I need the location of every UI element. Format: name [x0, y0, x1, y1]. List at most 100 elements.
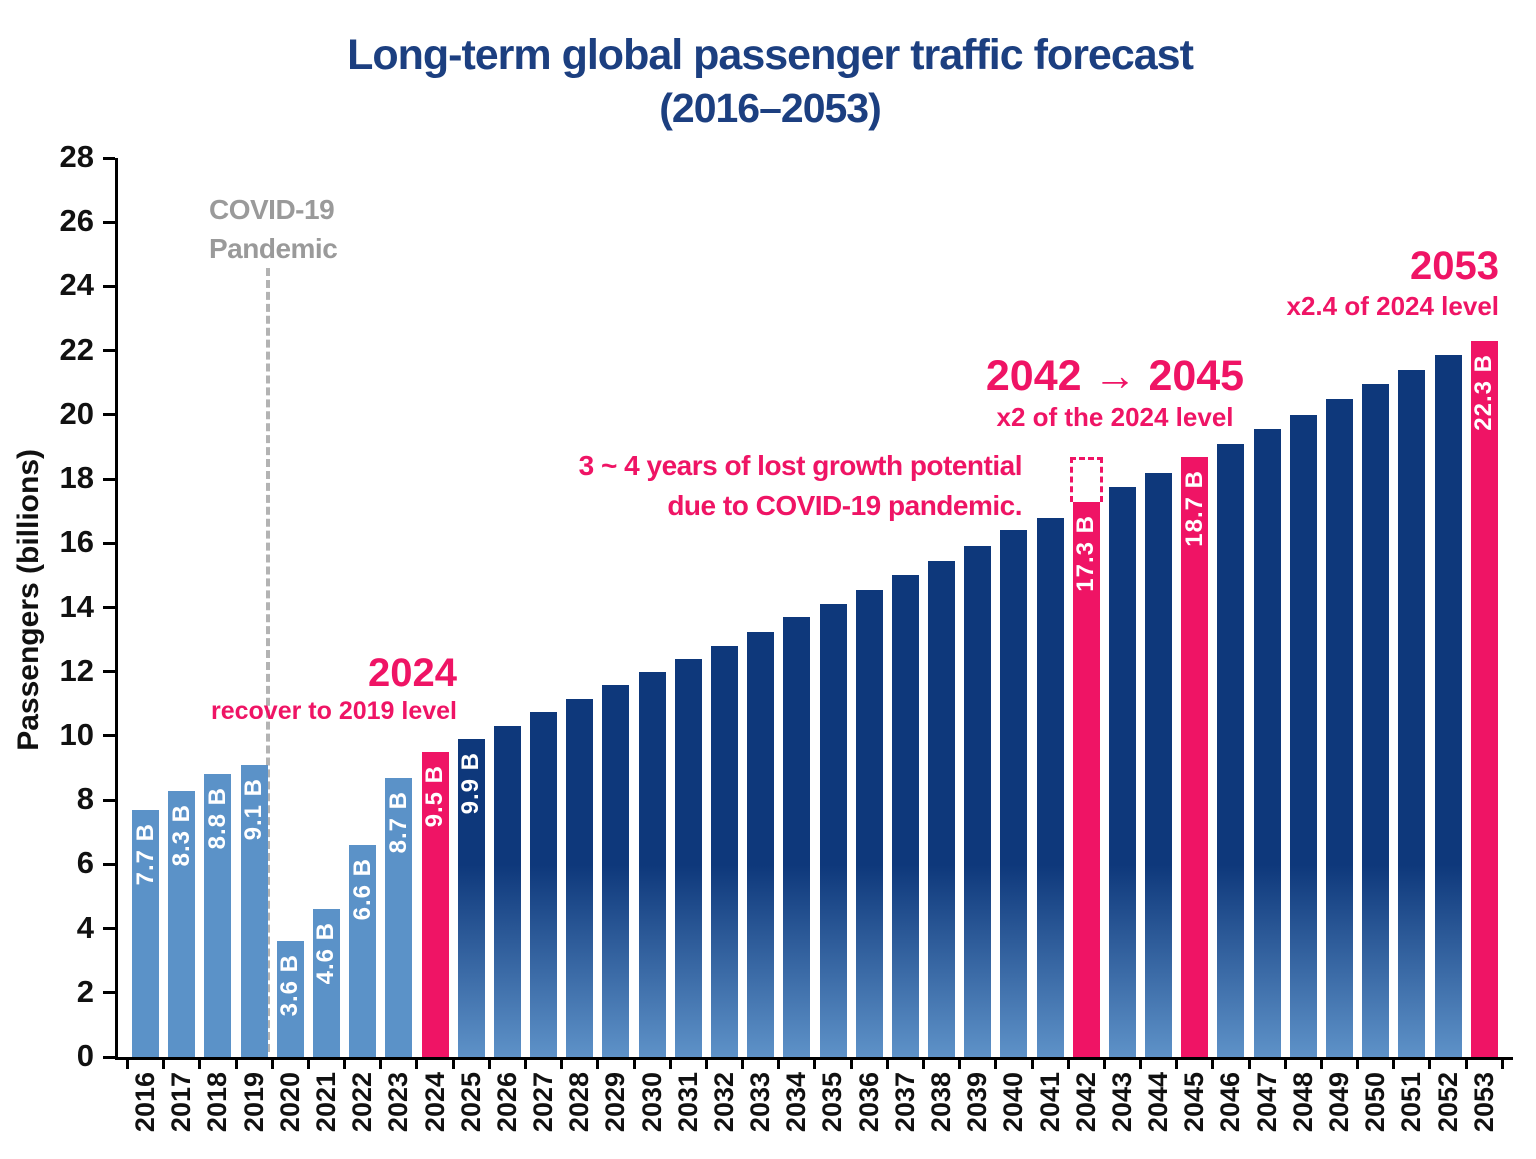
y-tick-label-18: 18	[59, 460, 94, 496]
recovery-annotation: 2024 recover to 2019 level	[211, 651, 457, 727]
x-tick	[1319, 1060, 1323, 1069]
x-tick-label-2025: 2025	[453, 1072, 489, 1159]
bar-value-text-2025: 9.9 B	[457, 752, 485, 815]
x-tick-label-2026: 2026	[489, 1072, 525, 1159]
x-tick-text-2047: 2047	[1251, 1072, 1282, 1133]
bar-2052	[1434, 355, 1462, 1057]
x-tick-text-2043: 2043	[1106, 1072, 1137, 1133]
y-tick	[103, 798, 115, 802]
bar-value-text-2020: 3.6 B	[276, 954, 304, 1017]
bar-2019	[240, 764, 268, 1057]
bar-2053	[1470, 341, 1498, 1057]
x-tick-label-2028: 2028	[562, 1072, 598, 1159]
x-tick	[1500, 1060, 1504, 1069]
x-tick-label-2041: 2041	[1032, 1072, 1068, 1159]
x-tick	[162, 1060, 166, 1069]
x-tick-text-2044: 2044	[1143, 1072, 1174, 1133]
x-tick-label-2037: 2037	[887, 1072, 923, 1159]
final-level-sub: x2.4 of 2024 level	[1286, 291, 1499, 321]
x-tick	[523, 1060, 527, 1069]
bar-2039	[964, 546, 992, 1057]
bar-value-label-2053: 22.3 B	[1470, 354, 1498, 534]
x-tick-label-2035: 2035	[815, 1072, 851, 1159]
x-tick-label-2043: 2043	[1104, 1072, 1140, 1159]
x-tick-text-2021: 2021	[310, 1072, 341, 1133]
lost-growth-line2: due to COVID-19 pandemic.	[667, 490, 1022, 521]
bar-2020	[276, 941, 304, 1057]
bar-2029	[602, 684, 630, 1057]
bar-2033	[747, 631, 775, 1057]
x-tick-text-2035: 2035	[817, 1072, 848, 1133]
y-tick-label-12: 12	[59, 652, 94, 688]
bar-2031	[674, 658, 702, 1057]
bar-2043	[1108, 487, 1136, 1057]
x-tick-text-2029: 2029	[600, 1072, 631, 1133]
x-tick	[777, 1060, 781, 1069]
x-tick-text-2041: 2041	[1034, 1072, 1065, 1133]
bar-2046	[1217, 443, 1245, 1057]
x-tick	[487, 1060, 491, 1069]
covid-dashed-line	[266, 268, 270, 1052]
bar-2038	[928, 560, 956, 1057]
lost-growth-annotation: 3 ~ 4 years of lost growth potential due…	[579, 446, 1023, 526]
x-tick-label-2039: 2039	[960, 1072, 996, 1159]
bar-value-label-2022: 6.6 B	[349, 858, 376, 1038]
x-tick	[1102, 1060, 1106, 1069]
x-tick-text-2017: 2017	[166, 1072, 197, 1133]
bar-2051	[1398, 369, 1426, 1057]
double-level-sub: x2 of the 2024 level	[996, 402, 1234, 432]
bar-2048	[1289, 414, 1317, 1057]
x-tick-text-2026: 2026	[491, 1072, 522, 1133]
bar-value-label-2019: 9.1 B	[240, 778, 268, 958]
y-tick-label-4: 4	[76, 909, 94, 945]
x-tick-label-2032: 2032	[706, 1072, 742, 1159]
x-tick-text-2049: 2049	[1324, 1072, 1355, 1133]
recovery-annotation-heading: 2024	[368, 651, 457, 695]
x-tick-label-2031: 2031	[670, 1072, 706, 1159]
bar-value-label-2042: 17.3 B	[1072, 515, 1100, 695]
x-tick	[560, 1060, 564, 1069]
y-tick	[103, 606, 115, 609]
x-tick-label-2042: 2042	[1068, 1072, 1104, 1159]
x-tick-text-2048: 2048	[1287, 1072, 1318, 1133]
y-tick	[103, 1055, 115, 1059]
bar-value-label-2023: 8.7 B	[385, 791, 412, 971]
bar-2032	[710, 646, 738, 1057]
x-tick-label-2048: 2048	[1285, 1072, 1321, 1159]
x-tick-text-2053: 2053	[1468, 1072, 1499, 1133]
x-tick	[668, 1060, 672, 1069]
x-tick-label-2033: 2033	[743, 1072, 779, 1159]
x-tick	[1175, 1060, 1179, 1069]
x-tick	[415, 1060, 419, 1069]
x-tick-label-2050: 2050	[1358, 1072, 1394, 1159]
x-tick-text-2039: 2039	[962, 1072, 993, 1133]
bar-2050	[1362, 384, 1390, 1057]
bar-2017	[168, 790, 196, 1057]
bar-value-text-2022: 6.6 B	[348, 858, 376, 921]
x-tick-text-2024: 2024	[419, 1072, 450, 1133]
x-tick-label-2027: 2027	[525, 1072, 561, 1159]
bar-2037	[891, 575, 919, 1057]
x-tick-text-2020: 2020	[274, 1072, 305, 1133]
bar-value-label-2016: 7.7 B	[132, 823, 159, 1003]
x-tick	[849, 1060, 853, 1069]
x-tick-text-2023: 2023	[383, 1072, 414, 1133]
bar-value-text-2021: 4.6 B	[312, 922, 340, 985]
x-tick-label-2023: 2023	[381, 1072, 417, 1159]
bar-2044	[1145, 472, 1173, 1057]
y-tick	[103, 477, 115, 481]
x-tick-text-2036: 2036	[853, 1072, 884, 1133]
covid-annotation-line1: COVID-19	[209, 194, 335, 225]
chart-title-line2: (2016–2053)	[659, 85, 882, 131]
bar-2036	[855, 589, 883, 1057]
x-tick-text-2019: 2019	[238, 1072, 269, 1133]
x-tick-text-2031: 2031	[672, 1072, 703, 1133]
final-level-heading: 2053	[1410, 244, 1499, 288]
x-tick-label-2021: 2021	[308, 1072, 344, 1159]
x-tick	[885, 1060, 889, 1069]
x-tick-label-2053: 2053	[1466, 1072, 1502, 1159]
x-tick	[126, 1060, 129, 1069]
x-tick	[1356, 1060, 1360, 1069]
x-tick	[596, 1060, 600, 1069]
